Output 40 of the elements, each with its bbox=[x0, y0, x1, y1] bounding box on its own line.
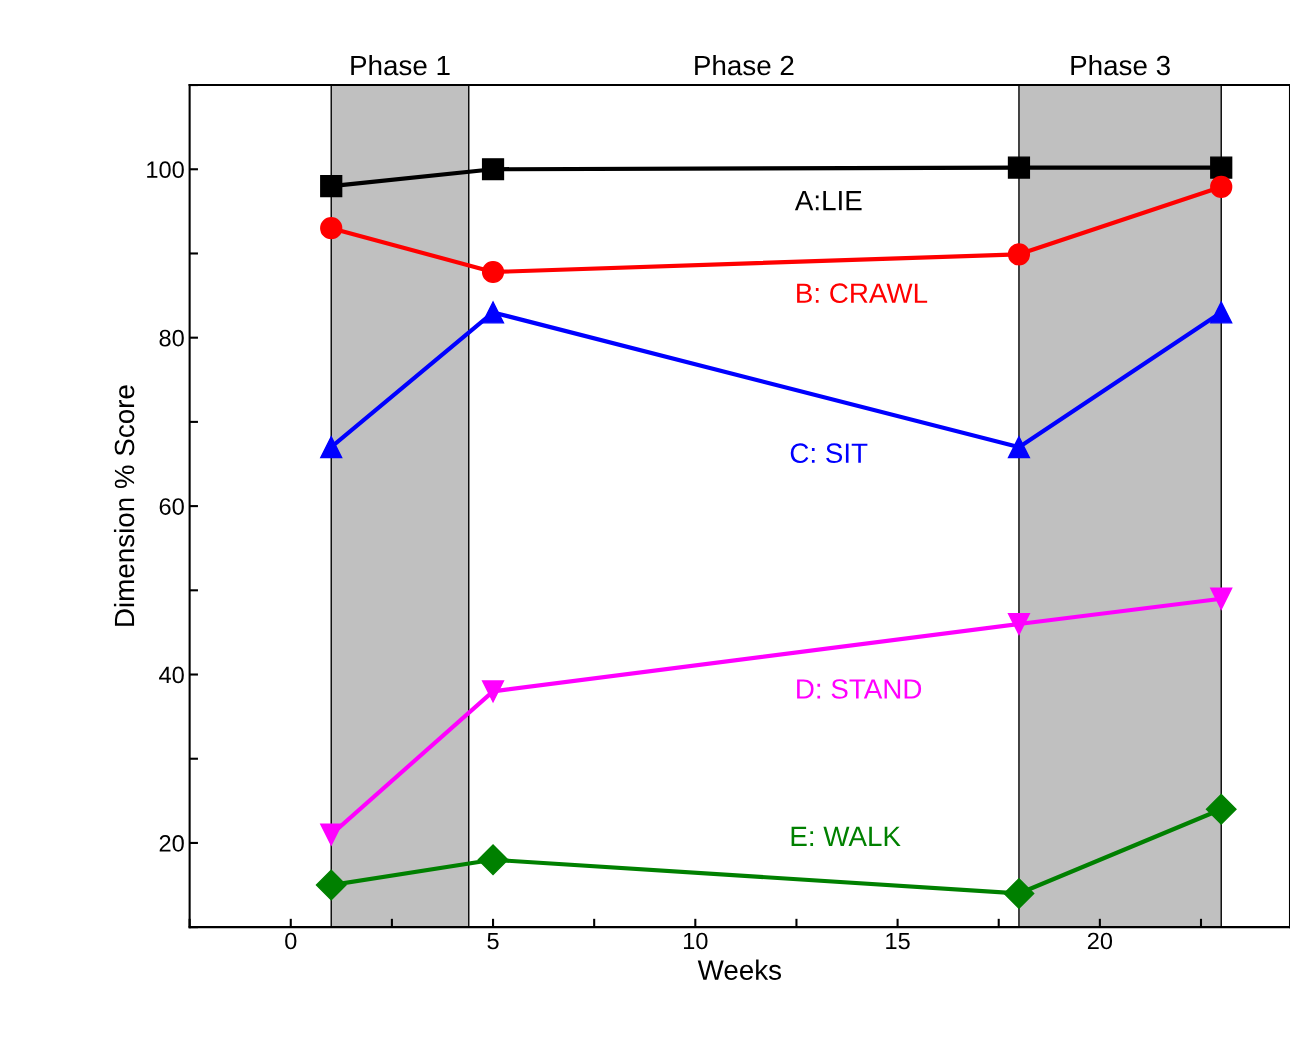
y-tick-label: 60 bbox=[159, 498, 184, 515]
y-tick-label: 100 bbox=[147, 161, 184, 179]
point bbox=[1007, 612, 1031, 636]
point bbox=[320, 217, 343, 240]
x-tick-label: 5 bbox=[487, 932, 499, 950]
point bbox=[481, 301, 505, 324]
series-label: A:LIE bbox=[794, 191, 862, 211]
series-label: C: SIT bbox=[790, 443, 868, 464]
x-tick-label: 10 bbox=[683, 932, 708, 950]
band-label: Phase 1 bbox=[351, 54, 450, 76]
text: Phase 2 bbox=[695, 54, 794, 76]
x-tick-label: 15 bbox=[886, 932, 910, 950]
point bbox=[481, 158, 505, 181]
point bbox=[1007, 436, 1031, 459]
y-tick-label: 40 bbox=[159, 666, 184, 684]
point bbox=[1210, 587, 1233, 610]
point bbox=[1003, 878, 1035, 909]
x-tick-label: 0 bbox=[285, 932, 297, 950]
series-label: B: CRAWL bbox=[797, 283, 928, 304]
point bbox=[320, 823, 343, 846]
point bbox=[1007, 243, 1031, 266]
point bbox=[1210, 175, 1233, 199]
x-axis-title: Weeks bbox=[697, 959, 782, 980]
point bbox=[320, 436, 343, 459]
series-label: D: STAND bbox=[797, 679, 922, 699]
point bbox=[1007, 156, 1031, 179]
y-tick-label: 80 bbox=[159, 329, 184, 347]
point bbox=[481, 260, 505, 284]
point bbox=[1205, 793, 1237, 825]
point bbox=[481, 680, 505, 703]
point bbox=[315, 869, 347, 901]
x-tick-label: 20 bbox=[1087, 932, 1113, 950]
series-label: E: WALK bbox=[791, 826, 901, 846]
point bbox=[477, 844, 509, 876]
point bbox=[320, 174, 343, 198]
band-label: Phase 3 bbox=[1071, 54, 1170, 76]
y-tick-label: 20 bbox=[159, 835, 184, 852]
y-axis-title: Dimension % Score bbox=[113, 385, 135, 626]
point bbox=[1210, 301, 1233, 324]
point bbox=[1210, 156, 1233, 179]
